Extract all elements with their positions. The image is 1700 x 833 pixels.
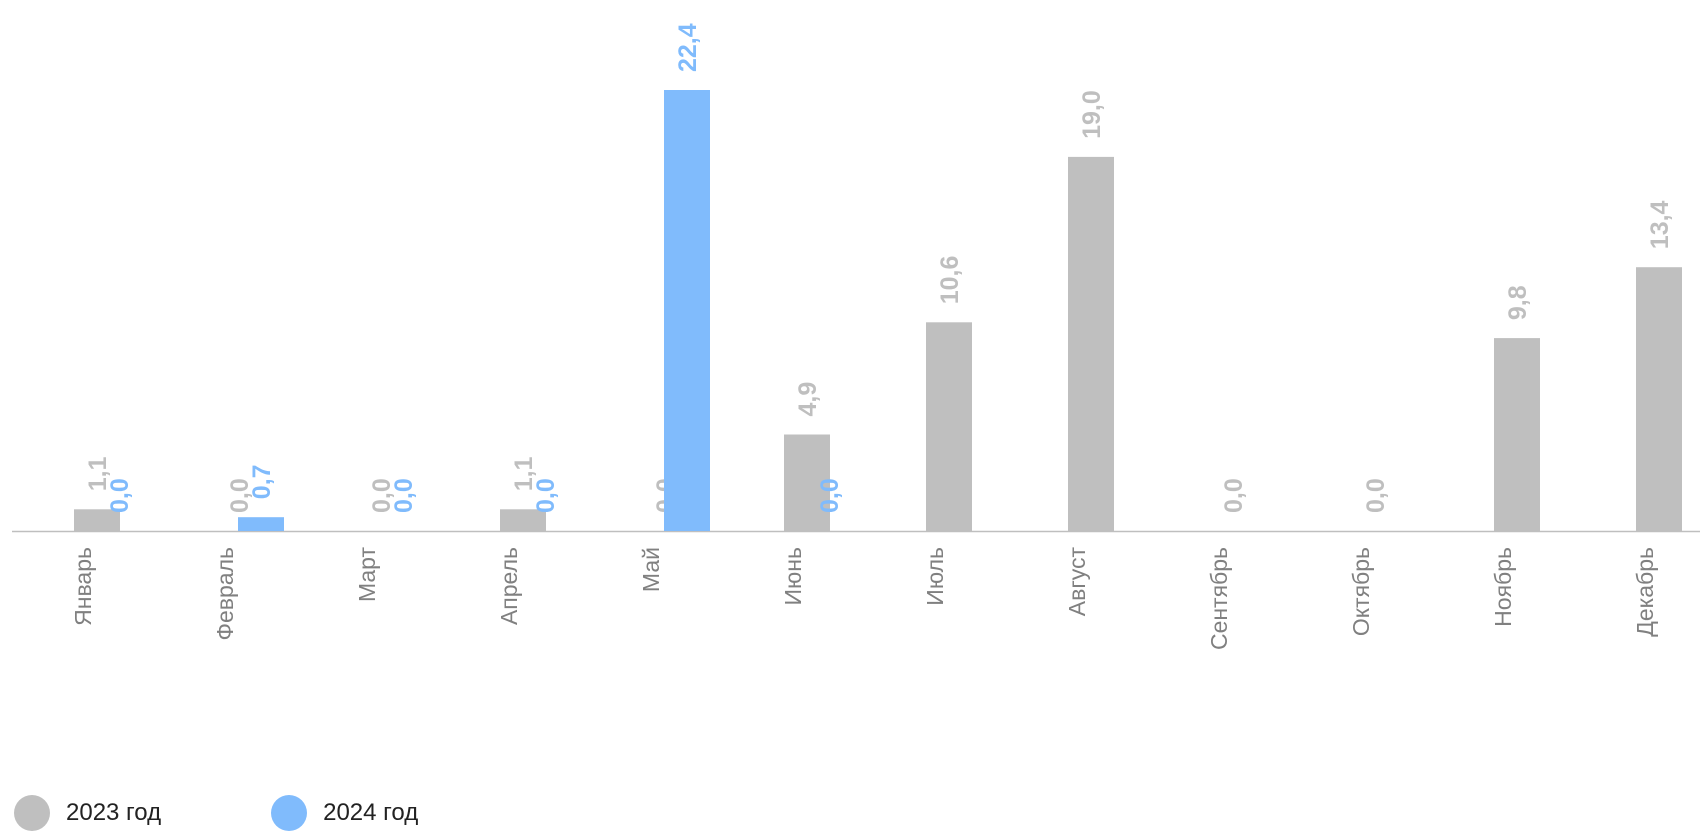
x-tick-label-6: Июнь	[780, 547, 806, 605]
bar-2024-5	[664, 90, 710, 531]
data-label-2023-6: 4,9	[794, 382, 822, 417]
data-label-2023-1: 1,1	[84, 456, 112, 491]
bar-2023-1	[74, 509, 120, 531]
data-label-2024-6: 0,0	[816, 478, 844, 513]
x-tick-label-8: Август	[1064, 547, 1090, 617]
data-label-2024-4: 0,0	[532, 478, 560, 513]
x-tick-label-1: Январь	[70, 547, 96, 626]
bar-2024-2	[238, 517, 284, 531]
x-tick-label-7: Июль	[922, 547, 948, 606]
x-tick-label-12: Декабрь	[1632, 547, 1658, 637]
x-tick-label-5: Май	[638, 547, 664, 592]
bar-2023-6	[784, 434, 830, 531]
data-label-2024-1: 0,0	[106, 478, 134, 513]
legend-label-2023: 2023 год	[66, 799, 162, 826]
data-label-2023-4: 1,1	[510, 456, 538, 491]
data-label-2024-3: 0,0	[390, 478, 418, 513]
x-tick-label-3: Март	[354, 547, 380, 602]
data-label-2023-2: 0,0	[226, 478, 254, 513]
data-label-2023-9: 0,0	[1220, 478, 1248, 513]
data-label-2023-8: 19,0	[1078, 90, 1106, 139]
x-tick-label-10: Октябрь	[1348, 547, 1374, 636]
data-label-2024-5: 22,4	[674, 23, 702, 72]
data-label-2023-7: 10,6	[936, 256, 964, 305]
data-label-2023-12: 13,4	[1646, 200, 1674, 249]
x-tick-label-4: Апрель	[496, 547, 522, 625]
x-tick-label-2: Февраль	[212, 547, 238, 640]
bar-2023-12	[1636, 267, 1682, 531]
x-tick-label-9: Сентябрь	[1206, 547, 1232, 650]
data-label-2023-3: 0,0	[368, 478, 396, 513]
legend-label-2024: 2024 год	[323, 799, 419, 826]
legend-item-2023: 2023 год	[14, 795, 161, 831]
legend: 2023 год 2024 год	[14, 795, 528, 831]
bar-2023-7	[926, 322, 972, 531]
bar-chart: 1,10,0Январь0,00,7Февраль0,00,0Март1,10,…	[12, 23, 1700, 650]
x-tick-label-11: Ноябрь	[1490, 547, 1516, 627]
data-label-2023-11: 9,8	[1504, 285, 1532, 320]
legend-item-2024: 2024 год	[271, 795, 418, 831]
data-label-2023-10: 0,0	[1362, 478, 1390, 513]
bar-2023-4	[500, 509, 546, 531]
legend-swatch-2023	[14, 795, 50, 831]
bar-2023-11	[1494, 338, 1540, 531]
bar-2023-8	[1068, 156, 1114, 531]
data-label-2024-2: 0,7	[248, 464, 276, 499]
legend-swatch-2024	[271, 795, 308, 831]
